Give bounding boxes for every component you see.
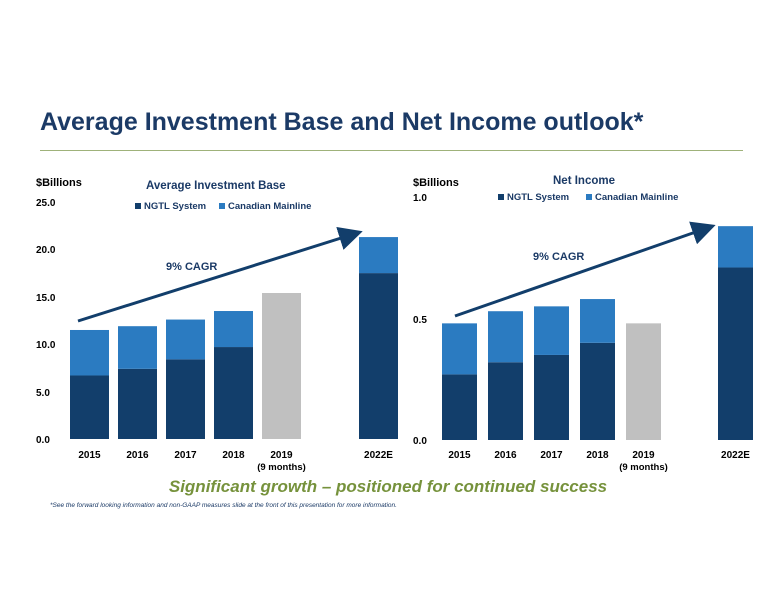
bar-2016-ngtl <box>488 362 523 440</box>
y-tick-label: 20.0 <box>36 245 56 256</box>
y-axis-label: $Billions <box>36 177 82 189</box>
x-tick-label: 2015 <box>78 450 101 461</box>
x-tick-label: 2015 <box>448 450 471 461</box>
y-tick-label: 5.0 <box>36 388 50 399</box>
y-tick-label: 0.5 <box>413 315 427 326</box>
bar-2018-ngtl <box>214 347 253 439</box>
bar-2019-total <box>262 293 301 439</box>
legend-label-2: Canadian Mainline <box>228 201 311 212</box>
bar-2022E-ngtl <box>718 267 753 440</box>
bar-2022E-ngtl <box>359 273 398 439</box>
bar-2019-total <box>626 323 661 440</box>
legend-label-1: NGTL System <box>507 192 569 203</box>
bar-2015-mainline <box>70 329 109 376</box>
legend-label-2: Canadian Mainline <box>595 192 678 203</box>
bar-2018-mainline <box>214 311 253 348</box>
bar-2018-mainline <box>580 299 615 343</box>
cagr-arrow <box>77 226 363 323</box>
y-tick-label: 25.0 <box>36 198 56 209</box>
chart-title: Average Investment Base <box>146 180 286 192</box>
bar-2015-ngtl <box>70 375 109 439</box>
bar-2016-mainline <box>118 326 157 369</box>
x-tick-label: 2018 <box>586 450 609 461</box>
x-tick-label: 2022E <box>364 450 393 461</box>
y-tick-label: 1.0 <box>413 193 427 204</box>
cagr-annotation: 9% CAGR <box>166 261 217 273</box>
cagr-annotation: 9% CAGR <box>533 251 584 263</box>
net-income-chart: $Billions Net Income NGTL System Canadian M… <box>413 175 753 473</box>
cagr-arrow <box>454 221 716 318</box>
x-tick-label: 2019 <box>632 450 655 461</box>
charts-area: $Billions Average Investment Base NGTL Sys… <box>36 175 753 473</box>
bar-2022E-mainline <box>359 237 398 274</box>
x-tick-sublabel: (9 months) <box>257 462 306 473</box>
bar-2018-ngtl <box>580 342 615 440</box>
legend-label-1: NGTL System <box>144 201 206 212</box>
footnote: *See the forward looking information and… <box>50 502 397 509</box>
x-tick-label: 2019 <box>270 450 293 461</box>
bar-2016-ngtl <box>118 368 157 439</box>
legend-swatch-2 <box>586 194 592 200</box>
y-tick-label: 0.0 <box>413 436 427 447</box>
bar-2017-mainline <box>534 306 569 355</box>
x-tick-label: 2017 <box>174 450 197 461</box>
page-title: Average Investment Base and Net Income o… <box>40 108 644 136</box>
y-axis-label: $Billions <box>413 177 459 189</box>
bar-2022E-mainline <box>718 226 753 268</box>
bar-2015-mainline <box>442 323 477 375</box>
legend-swatch-1 <box>135 203 141 209</box>
chart-title: Net Income <box>553 175 615 187</box>
x-tick-sublabel: (9 months) <box>619 462 668 473</box>
investment-base-chart: $Billions Average Investment Base NGTL Sys… <box>36 177 398 473</box>
legend-swatch-2 <box>219 203 225 209</box>
legend-swatch-1 <box>498 194 504 200</box>
y-tick-label: 0.0 <box>36 435 50 446</box>
bar-2017-ngtl <box>166 359 205 439</box>
x-tick-label: 2017 <box>540 450 563 461</box>
bar-2017-mainline <box>166 319 205 360</box>
tagline: Significant growth – positioned for cont… <box>168 477 608 496</box>
x-tick-label: 2022E <box>721 450 750 461</box>
y-tick-label: 15.0 <box>36 293 56 304</box>
title-divider <box>40 150 743 151</box>
bar-2017-ngtl <box>534 354 569 440</box>
bar-2015-ngtl <box>442 374 477 440</box>
x-tick-label: 2016 <box>494 450 517 461</box>
x-tick-label: 2016 <box>126 450 149 461</box>
bar-2016-mainline <box>488 311 523 363</box>
y-tick-label: 10.0 <box>36 340 56 351</box>
x-tick-label: 2018 <box>222 450 245 461</box>
